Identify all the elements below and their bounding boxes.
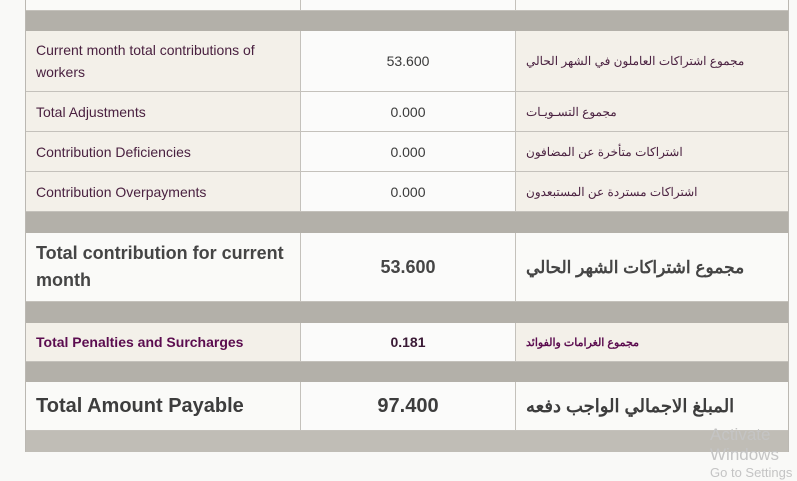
table-row: Current month total contributions of wor… [26,31,788,92]
label-en: Current month total contributions of wor… [26,31,301,91]
value: 0.181 [301,323,516,361]
value: 53.600 [301,31,516,91]
penalties-row: Total Penalties and Surcharges 0.181 مجم… [26,323,788,362]
label-ar: مجموع اشتراكات العاملون في الشهر الحالي [526,54,745,68]
cell [301,0,516,10]
separator-row [26,362,788,382]
cell [26,0,301,10]
activate-windows-watermark: Activate Windows Go to Settings [710,425,795,481]
value: 97.400 [301,382,516,430]
label-ar: اشتراكات متأخرة عن المضافون [526,144,683,159]
contributions-summary-table: Current month total contributions of wor… [25,0,789,452]
table-row: Contribution Deficiencies 0.000 اشتراكات… [26,132,788,172]
payable-row: Total Amount Payable 97.400 المبلغ الاجم… [26,382,788,431]
label-en: Total Penalties and Surcharges [26,323,301,361]
label-en: Total Adjustments [26,92,301,131]
label-en: Total contribution for current month [26,233,301,301]
watermark-line1: Activate Windows [710,425,779,464]
label-ar: مجموع اشتراكات الشهر الحالي [526,257,745,277]
value: 53.600 [301,233,516,301]
label-en: Contribution Deficiencies [26,132,301,171]
cell [516,0,788,10]
table-row: Total Adjustments 0.000 مجموع التسـويـات [26,92,788,132]
separator-row [26,212,788,233]
label-ar: اشتراكات مستردة عن المستبعدون [526,184,698,199]
table-row-partial [26,0,788,11]
value: 0.000 [301,172,516,211]
watermark-line2: Go to Settings [710,465,793,480]
table-row: Contribution Overpayments 0.000 اشتراكات… [26,172,788,212]
label-en: Total Amount Payable [26,382,301,430]
label-en: Contribution Overpayments [26,172,301,211]
label-ar: مجموع الغرامات والفوائد [526,336,640,349]
label-ar: مجموع التسـويـات [526,104,617,119]
separator-row [26,11,788,31]
separator-row [26,431,788,452]
total-month-row: Total contribution for current month 53.… [26,233,788,302]
value: 0.000 [301,132,516,171]
value: 0.000 [301,92,516,131]
label-ar: المبلغ الاجمالي الواجب دفعه [526,395,735,416]
separator-row [26,302,788,323]
